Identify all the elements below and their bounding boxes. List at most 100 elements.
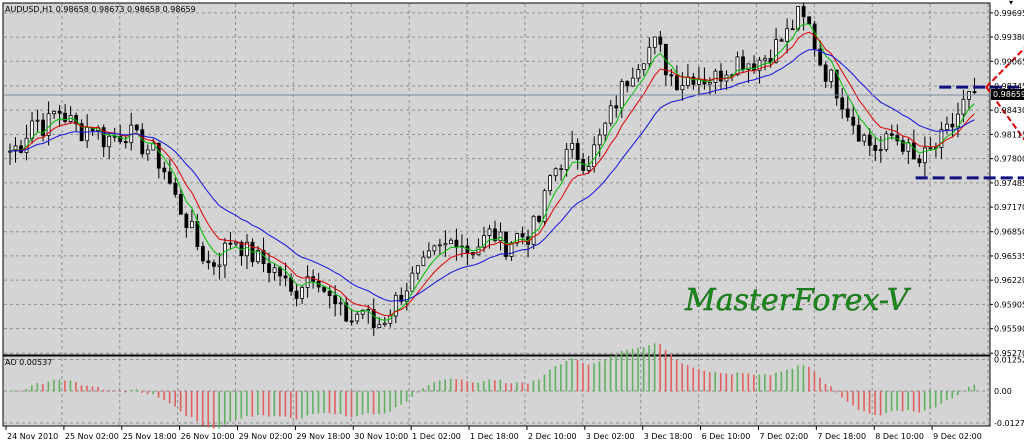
candle-body <box>939 129 944 148</box>
candle-body <box>443 243 448 246</box>
candle-body <box>333 295 338 305</box>
candle-body <box>178 194 183 215</box>
ao-bar <box>703 370 706 392</box>
ma-line <box>9 31 975 317</box>
x-tick-label: 26 Nov 10:00 <box>181 432 235 441</box>
ao-bar <box>69 380 72 392</box>
ao-bar <box>201 391 204 426</box>
candle-body <box>24 137 29 153</box>
ao-bar <box>284 391 287 417</box>
ao-bar <box>207 391 210 428</box>
candle-body <box>592 144 597 167</box>
ao-bar <box>229 391 232 422</box>
ao-bar <box>615 354 617 392</box>
candle-body <box>195 221 200 247</box>
ao-bar <box>75 381 77 392</box>
ao-bar <box>306 391 309 416</box>
candle-body <box>614 105 619 109</box>
ao-bar <box>675 360 678 392</box>
ao-bar <box>808 366 810 392</box>
ao-bar <box>42 384 44 392</box>
y-tick-label: 0.96220 <box>994 276 1024 285</box>
ao-bar <box>538 379 540 392</box>
ao-bar <box>929 391 931 409</box>
ao-bar <box>494 380 496 392</box>
candle-body <box>327 290 332 297</box>
ao-bar <box>918 391 920 413</box>
x-tick-label: 1 Dec 02:00 <box>412 432 461 441</box>
candle-body <box>625 81 630 87</box>
candle-body <box>928 147 933 150</box>
y-tick-label: 0.98745 <box>994 82 1024 91</box>
ao-bar <box>328 391 331 414</box>
ao-bar <box>923 391 926 411</box>
ao-bar <box>598 361 601 392</box>
ao-bar <box>642 347 645 392</box>
ao-bar <box>896 391 898 411</box>
ao-bar <box>819 377 821 392</box>
ao-bar <box>631 348 634 392</box>
ao-bar <box>945 391 948 401</box>
candle-body <box>344 302 349 322</box>
current-price-tag <box>991 89 1024 100</box>
ao-bar <box>521 382 524 392</box>
candle-body <box>900 140 905 152</box>
ao-bar <box>64 380 66 392</box>
candle-body <box>961 98 966 115</box>
ao-bar <box>697 368 700 392</box>
ao-bar <box>427 384 430 392</box>
candle-body <box>393 294 398 317</box>
ao-bar <box>466 381 469 392</box>
ao-tick-label: 0.00 <box>994 387 1012 396</box>
ao-bar <box>279 391 281 417</box>
grid-lines <box>4 4 990 425</box>
ao-bar <box>758 374 761 392</box>
candle-body <box>112 135 117 138</box>
candle-body <box>371 309 376 328</box>
candle-body <box>674 75 679 91</box>
candle-body <box>520 233 525 238</box>
ao-bar <box>830 386 832 392</box>
ao-bar <box>262 391 265 416</box>
ao-bar <box>251 391 254 417</box>
ao-bar <box>460 379 463 392</box>
ao-bar <box>769 375 772 392</box>
ao-bar <box>560 364 562 392</box>
x-tick-label: 1 Dec 18:00 <box>470 432 519 441</box>
candle-body <box>878 149 883 151</box>
ao-bar <box>124 391 127 393</box>
candle-body <box>156 142 161 169</box>
candle-body <box>763 57 767 61</box>
candle-body <box>30 120 34 139</box>
y-tick-label: 0.98115 <box>994 130 1024 139</box>
ao-bar <box>146 391 149 395</box>
candle-body <box>85 127 90 142</box>
ao-bar <box>670 354 672 392</box>
ao-bar <box>240 391 243 419</box>
ao-bar <box>973 384 976 392</box>
ao-bar <box>86 385 88 392</box>
ao-bar <box>190 391 193 418</box>
ao-bar <box>852 391 854 406</box>
x-tick-label: 9 Dec 02:00 <box>933 432 982 441</box>
ao-tick-label: 0.01252 <box>994 355 1024 364</box>
candle-body <box>713 70 718 83</box>
candle-body <box>498 231 503 242</box>
ao-bar <box>135 389 138 392</box>
ao-bar <box>157 391 160 398</box>
candle-body <box>845 108 850 118</box>
ao-bar <box>339 391 342 415</box>
y-tick-label: 0.97800 <box>994 155 1024 164</box>
candle-body <box>862 134 867 142</box>
candle-body <box>823 64 828 82</box>
candle-body <box>608 105 613 124</box>
ao-bar <box>835 391 838 393</box>
ao-bar <box>108 390 110 392</box>
scroll-marker-icon[interactable]: ▾ <box>1009 0 1013 7</box>
candle-body <box>212 262 216 267</box>
current-price-value: 0.98659 <box>993 90 1024 99</box>
ao-bar <box>389 391 391 412</box>
x-tick-label: 29 Nov 18:00 <box>296 432 350 441</box>
candle-body <box>752 63 756 71</box>
ao-bar <box>951 391 954 399</box>
